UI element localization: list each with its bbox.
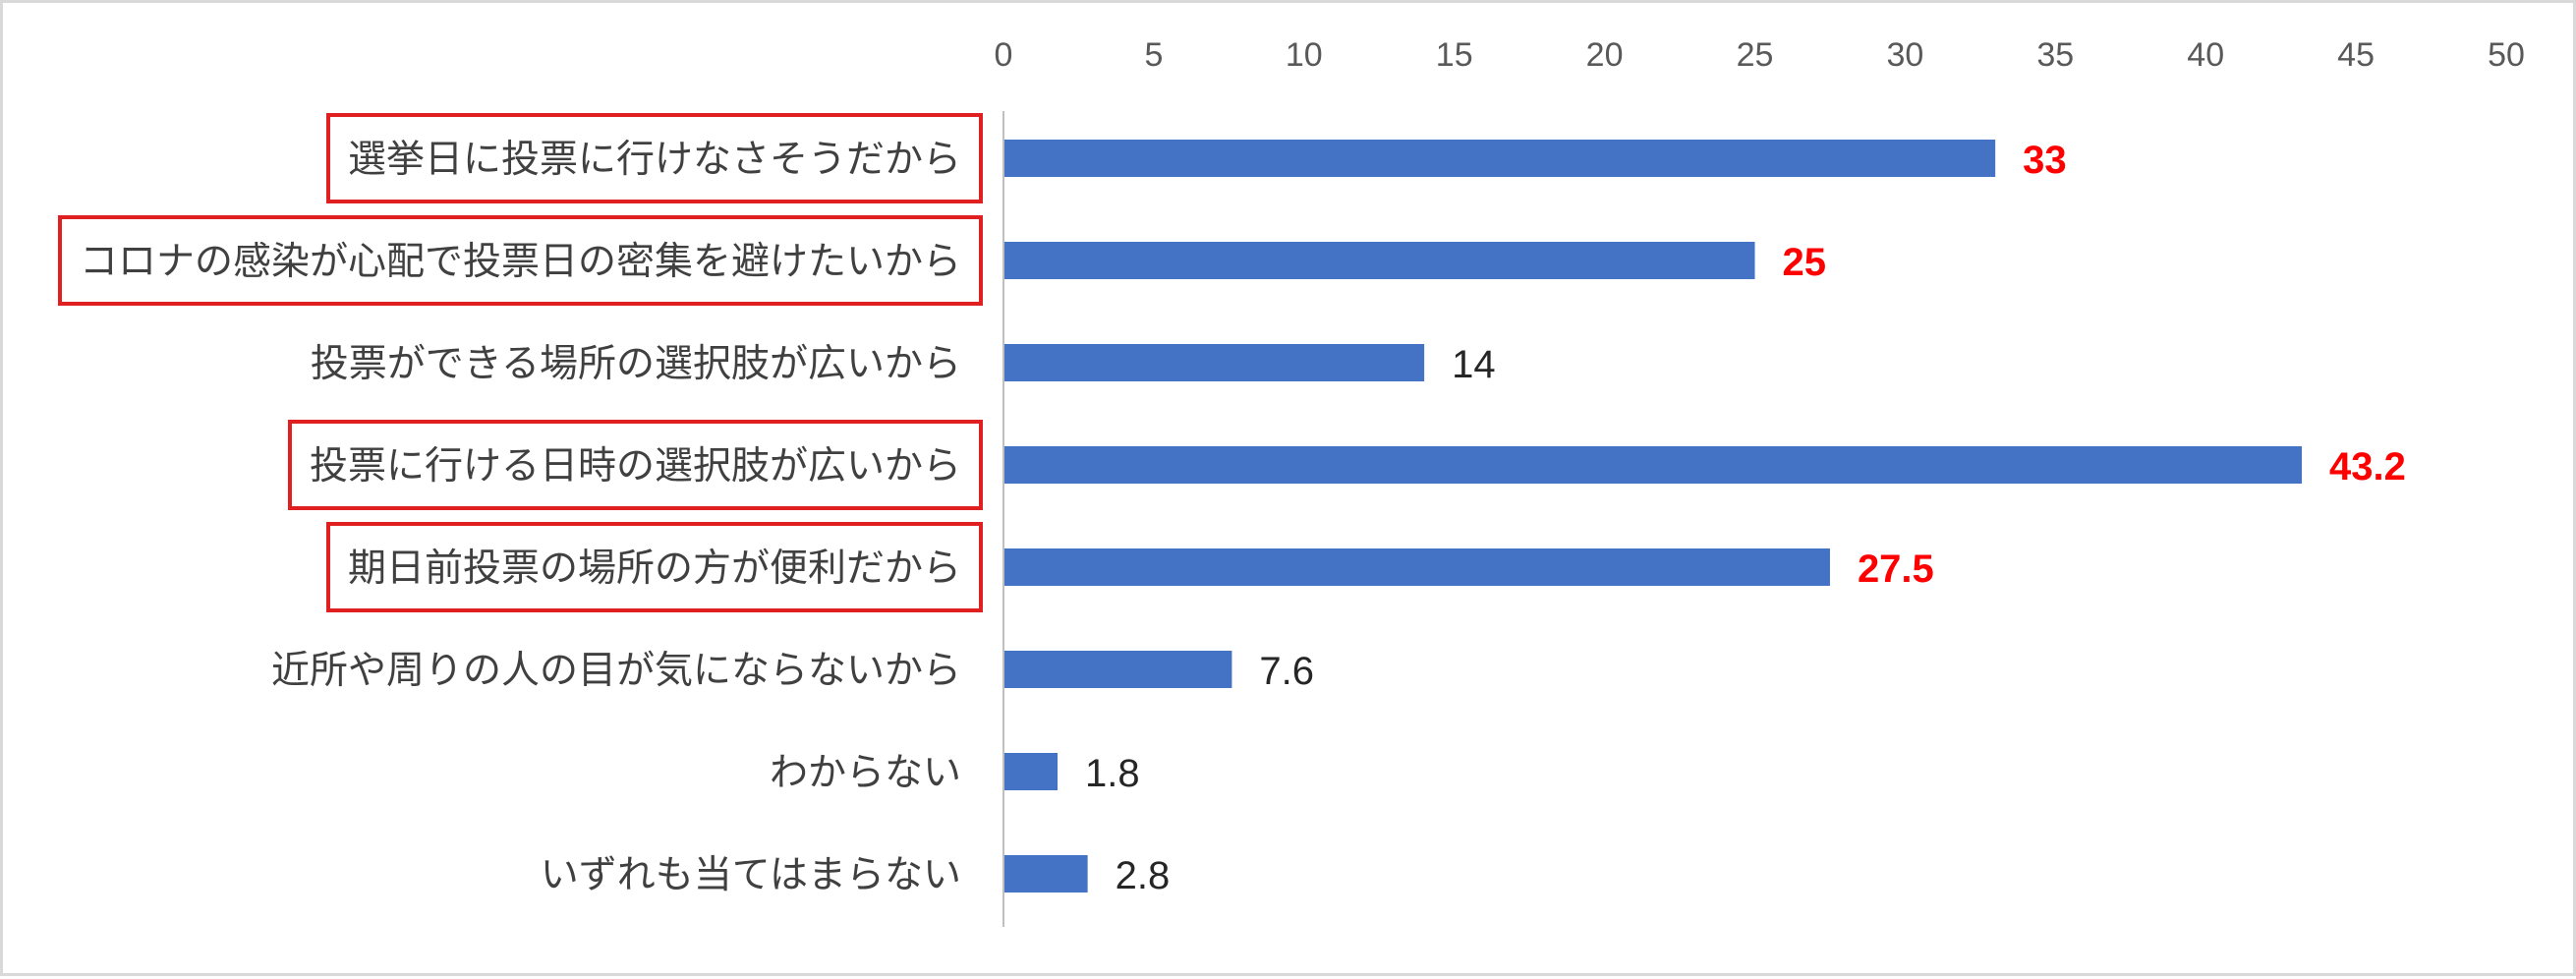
x-tick-label: 15 xyxy=(1436,36,1473,74)
category-label: わからない xyxy=(770,751,961,795)
value-label: 7.6 xyxy=(1259,650,1314,693)
highlight-box xyxy=(287,420,983,510)
x-tick-label: 45 xyxy=(2337,36,2375,74)
x-tick-label: 35 xyxy=(2036,36,2074,74)
category-labels: 選挙日に投票に行けなさそうだからコロナの感染が心配で投票日の密集を避けたいから投… xyxy=(57,113,983,897)
category-label: 期日前投票の場所の方が便利だから xyxy=(348,547,961,591)
bar xyxy=(1004,140,1996,177)
value-label: 27.5 xyxy=(1858,547,1934,591)
category-label: 投票ができる場所の選択肢が広いから xyxy=(311,342,961,386)
bar xyxy=(1004,651,1232,688)
x-axis-ticks: 0 5 10 15 20 25 30 35 40 45 50 xyxy=(995,36,2525,74)
category-label: 投票に行ける日時の選択肢が広いから xyxy=(310,444,961,489)
highlight-box xyxy=(325,113,983,203)
bar xyxy=(1004,753,1059,790)
highlight-box xyxy=(57,215,983,306)
x-tick-label: 10 xyxy=(1286,36,1323,74)
x-tick-label: 20 xyxy=(1586,36,1624,74)
category-label: いずれも当てはまらない xyxy=(541,853,961,897)
value-label: 25 xyxy=(1783,241,1827,284)
value-label: 14 xyxy=(1452,343,1496,386)
value-label: 1.8 xyxy=(1085,752,1140,795)
value-labels: 33 25 14 43.2 27.5 7.6 1.8 2.8 xyxy=(1085,139,2406,897)
bar xyxy=(1004,344,1425,381)
value-label: 2.8 xyxy=(1116,854,1171,897)
x-tick-label: 25 xyxy=(1737,36,1774,74)
bar-chart: 0 5 10 15 20 25 30 35 40 45 50 選挙日に投票に行けなさそうだからコロナ… xyxy=(57,36,2525,927)
value-label: 43.2 xyxy=(2329,445,2406,489)
bars xyxy=(1004,140,2303,893)
x-tick-label: 5 xyxy=(1144,36,1163,74)
bar xyxy=(1004,548,1830,586)
x-tick-label: 40 xyxy=(2187,36,2224,74)
bar xyxy=(1004,446,2303,484)
bar xyxy=(1004,855,1088,893)
category-label: 近所や周りの人の目が気にならないから xyxy=(271,649,961,693)
bar xyxy=(1004,242,1755,279)
x-tick-label: 30 xyxy=(1886,36,1923,74)
highlight-box xyxy=(325,522,983,612)
category-label: 選挙日に投票に行けなさそうだから xyxy=(348,138,961,182)
x-tick-label: 0 xyxy=(995,36,1013,74)
category-label: コロナの感染が心配で投票日の密集を避けたいから xyxy=(80,240,961,284)
x-tick-label: 50 xyxy=(2488,36,2525,74)
value-label: 33 xyxy=(2023,139,2067,182)
